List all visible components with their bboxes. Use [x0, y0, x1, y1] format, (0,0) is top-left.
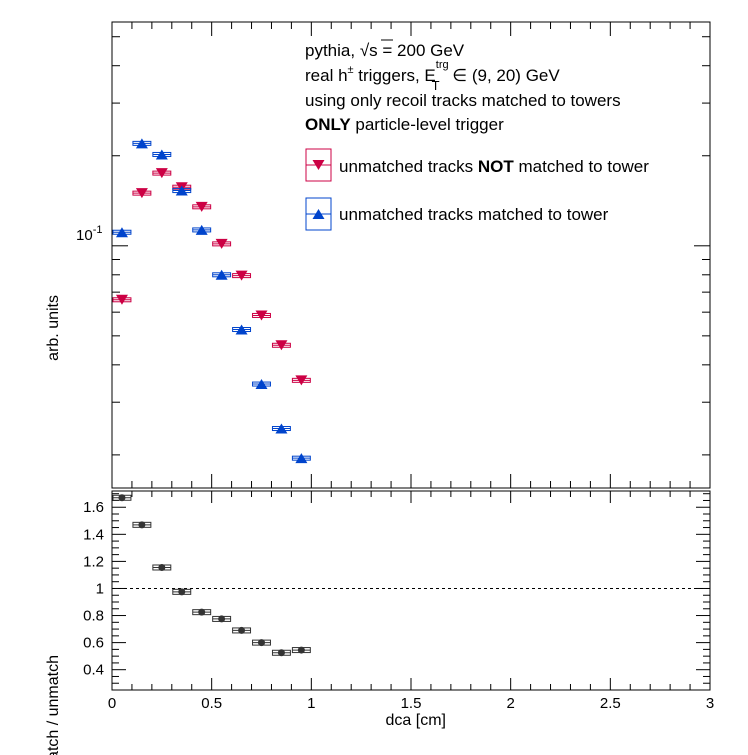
data-point	[115, 227, 128, 238]
top-y-ticks	[112, 36, 710, 456]
x-axis-label: dca [cm]	[386, 712, 446, 729]
data-point	[275, 340, 288, 351]
data-point	[235, 324, 248, 335]
data-point	[155, 149, 168, 160]
ratio-point	[158, 563, 166, 571]
x-tick-label: 0.5	[201, 695, 222, 712]
top-y-tick-label: 10-1	[76, 224, 102, 244]
bottom-ticks: 0 0.5 1 1.5 2 2.5 3 0.4 0.6 0.8 1 1.2 1.4 1.6	[83, 491, 714, 712]
data-point	[275, 423, 288, 434]
legend-entry-matched: unmatched tracks matched to tower	[305, 197, 609, 231]
legend-label-not-matched: unmatched tracks NOT matched to tower	[339, 157, 649, 176]
x-tick-label: 2	[506, 695, 514, 712]
top-y-axis-label: arb. units	[45, 295, 62, 361]
data-point	[195, 224, 208, 235]
x-tick-label: 0	[108, 695, 116, 712]
ratio-point	[198, 608, 206, 616]
ratio-point	[297, 646, 305, 654]
top-panel: 10-1 arb. units pythia, √s = 200 GeV rea…	[45, 21, 711, 489]
triangle-down-icon	[312, 160, 325, 170]
ratio-point	[138, 521, 146, 529]
data-point	[175, 185, 188, 196]
y-tick-label: 0.8	[83, 608, 104, 625]
data-point	[235, 270, 248, 281]
ratio-point	[238, 626, 246, 634]
annotation-line-3: using only recoil tracks matched to towe…	[305, 91, 621, 110]
data-point	[215, 269, 228, 280]
annotation: pythia, √s = 200 GeV real h± triggers, E…	[305, 39, 621, 134]
x-tick-label: 1.5	[401, 695, 422, 712]
top-x-ticks	[111, 22, 711, 488]
annotation-line-2: real h± triggers, Etrg T ∈ (9, 20) GeV	[305, 59, 560, 93]
bottom-panel: 0 0.5 1 1.5 2 2.5 3 0.4 0.6 0.8 1 1.2 1.4 1.6 match /…	[45, 490, 714, 755]
bottom-y-axis-label: match / unmatch	[45, 655, 62, 755]
ratio-point	[118, 494, 126, 502]
triangle-up-icon	[312, 209, 325, 219]
data-point	[195, 201, 208, 212]
y-tick-label: 0.4	[83, 662, 104, 679]
bottom-plot-frame	[111, 490, 711, 691]
ratio-point	[277, 649, 285, 657]
data-point	[155, 168, 168, 179]
data-point	[295, 453, 308, 464]
bottom-series	[112, 494, 311, 657]
y-tick-label: 0.6	[83, 635, 104, 652]
data-point	[255, 379, 268, 390]
y-tick-label: 1	[96, 580, 104, 597]
annotation-line-4: ONLY particle-level trigger	[305, 115, 504, 134]
y-tick-label: 1.2	[83, 553, 104, 570]
annotation-line-1: pythia, √s = 200 GeV	[305, 41, 465, 60]
ratio-point	[258, 639, 265, 647]
x-tick-label: 3	[706, 695, 714, 712]
legend: unmatched tracks NOT matched to tower un…	[305, 148, 649, 231]
data-point	[115, 294, 128, 305]
data-point	[135, 188, 148, 199]
y-tick-label: 1.4	[83, 526, 104, 543]
data-point	[135, 138, 148, 149]
ratio-point	[218, 615, 226, 623]
data-point	[215, 238, 228, 249]
top-series	[112, 138, 311, 464]
x-tick-label: 2.5	[600, 695, 621, 712]
x-tick-label: 1	[307, 695, 315, 712]
ratio-point	[178, 588, 186, 596]
data-point	[295, 375, 308, 386]
data-point	[255, 310, 268, 321]
legend-label-matched: unmatched tracks matched to tower	[339, 205, 609, 224]
y-tick-label: 1.6	[83, 499, 104, 516]
legend-entry-not-matched: unmatched tracks NOT matched to tower	[305, 148, 649, 182]
